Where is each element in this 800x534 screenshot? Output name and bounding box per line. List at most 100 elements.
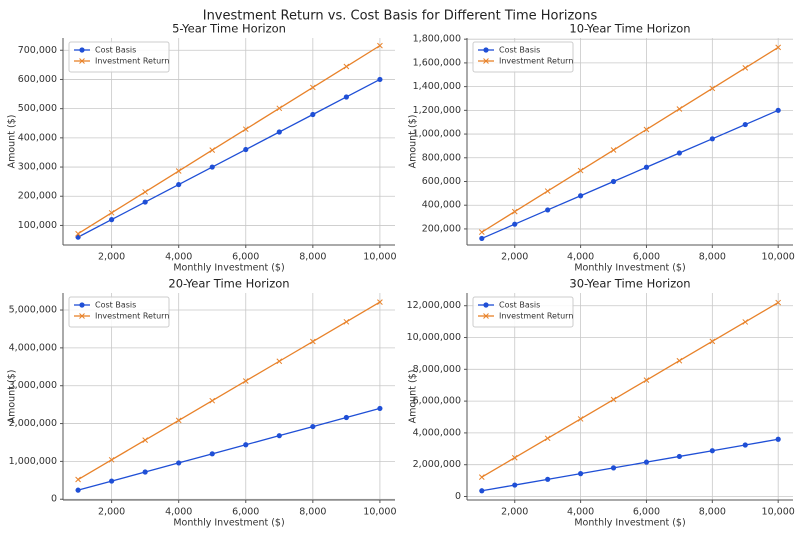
x-axis-label: Monthly Investment ($) xyxy=(173,263,284,274)
point-marker xyxy=(209,147,216,153)
point-marker xyxy=(610,465,617,471)
legend-label: Investment Return xyxy=(499,57,573,66)
x-tick-label: 8,000 xyxy=(699,252,726,263)
x-tick-label: 2,000 xyxy=(501,507,528,518)
legend-label: Cost Basis xyxy=(95,301,136,310)
point-marker xyxy=(108,456,115,463)
point-marker xyxy=(242,126,249,133)
point-marker xyxy=(676,453,682,460)
x-tick-label: 4,000 xyxy=(165,507,192,518)
y-tick-label: 3,000,000 xyxy=(9,380,57,391)
point-marker xyxy=(343,414,349,421)
subplot-title: 20-Year Time Horizon xyxy=(168,277,289,291)
point-marker xyxy=(643,377,650,383)
legend-marker xyxy=(79,302,85,308)
y-tick-label: 1,600,000 xyxy=(413,57,461,68)
x-axis-label: Monthly Investment ($) xyxy=(574,518,685,529)
point-marker xyxy=(142,437,149,443)
y-tick-label: 600,000 xyxy=(18,74,57,85)
x-tick-label: 6,000 xyxy=(232,252,259,263)
point-marker xyxy=(643,164,650,170)
legend-marker xyxy=(79,58,85,64)
legend-label: Cost Basis xyxy=(499,301,540,310)
point-marker xyxy=(709,338,716,345)
y-tick-label: 12,000,000 xyxy=(407,300,461,311)
x-tick-label: 2,000 xyxy=(98,252,125,263)
x-tick-label: 10,000 xyxy=(363,252,396,263)
point-marker xyxy=(343,318,350,325)
legend-box xyxy=(472,41,574,73)
x-tick-label: 8,000 xyxy=(299,252,326,263)
point-marker xyxy=(142,469,148,475)
point-marker xyxy=(610,396,617,403)
y-tick-label: 2,000,000 xyxy=(413,459,461,470)
y-tick-label: 400,000 xyxy=(422,200,461,211)
point-marker xyxy=(175,168,182,174)
point-marker xyxy=(709,136,715,142)
point-marker xyxy=(775,107,781,113)
point-marker xyxy=(578,471,584,477)
y-tick-label: 700,000 xyxy=(18,45,57,56)
legend-marker xyxy=(79,47,85,53)
point-marker xyxy=(742,442,748,448)
subplot: 10-Year Time Horizon 2,000 4,000 6,000 8,000… xyxy=(408,22,795,274)
point-marker xyxy=(310,423,316,430)
y-tick-label: 200,000 xyxy=(18,191,57,202)
point-marker xyxy=(610,147,617,153)
point-marker xyxy=(643,126,650,133)
point-marker xyxy=(209,397,216,404)
point-marker xyxy=(544,435,551,442)
subplot: 5-Year Time Horizon 2,000 4,000 6,000 8,000 1… xyxy=(7,22,397,274)
x-axis-label: Monthly Investment ($) xyxy=(574,263,685,274)
point-marker xyxy=(243,442,249,448)
point-marker xyxy=(75,234,81,240)
point-marker xyxy=(577,416,584,422)
point-marker xyxy=(544,188,551,194)
point-marker xyxy=(545,476,551,482)
point-marker xyxy=(377,299,383,305)
point-marker xyxy=(142,189,149,195)
point-marker xyxy=(377,42,383,49)
point-marker xyxy=(176,181,182,188)
y-axis-label: Amount ($) xyxy=(7,115,18,169)
x-tick-label: 8,000 xyxy=(699,507,726,518)
point-marker xyxy=(209,164,215,170)
y-tick-label: 1,800,000 xyxy=(413,34,461,45)
x-tick-label: 4,000 xyxy=(567,252,594,263)
point-marker xyxy=(478,474,485,480)
x-tick-label: 6,000 xyxy=(633,507,660,518)
point-marker xyxy=(709,85,716,92)
point-marker xyxy=(276,129,282,135)
point-marker xyxy=(545,207,551,213)
point-marker xyxy=(310,111,316,118)
series-line xyxy=(77,45,381,235)
point-marker xyxy=(343,94,349,100)
legend-label: Investment Return xyxy=(499,312,573,321)
point-marker xyxy=(109,216,115,223)
x-tick-label: 4,000 xyxy=(165,252,192,263)
x-tick-label: 10,000 xyxy=(762,507,795,518)
x-tick-label: 2,000 xyxy=(501,252,528,263)
point-marker xyxy=(108,209,115,216)
point-marker xyxy=(775,299,782,306)
point-marker xyxy=(343,63,350,70)
series-line xyxy=(77,78,381,238)
point-marker xyxy=(512,482,518,488)
point-marker xyxy=(479,488,485,494)
y-tick-label: 600,000 xyxy=(422,176,461,187)
y-tick-label: 8,000,000 xyxy=(413,364,461,375)
point-marker xyxy=(75,476,81,483)
point-marker xyxy=(75,230,81,237)
y-tick-label: 5,000,000 xyxy=(9,305,57,316)
y-tick-label: 2,000,000 xyxy=(9,418,57,429)
point-marker xyxy=(643,459,650,465)
point-marker xyxy=(577,167,584,174)
subplot: 30-Year Time Horizon 2,000 4,000 6,000 8,000… xyxy=(407,277,795,529)
legend-marker xyxy=(483,302,489,308)
x-tick-label: 4,000 xyxy=(567,507,594,518)
y-tick-label: 4,000,000 xyxy=(413,427,461,438)
x-tick-label: 6,000 xyxy=(633,252,660,263)
y-tick-label: 800,000 xyxy=(422,152,461,163)
series-line xyxy=(481,46,779,233)
point-marker xyxy=(276,433,282,439)
